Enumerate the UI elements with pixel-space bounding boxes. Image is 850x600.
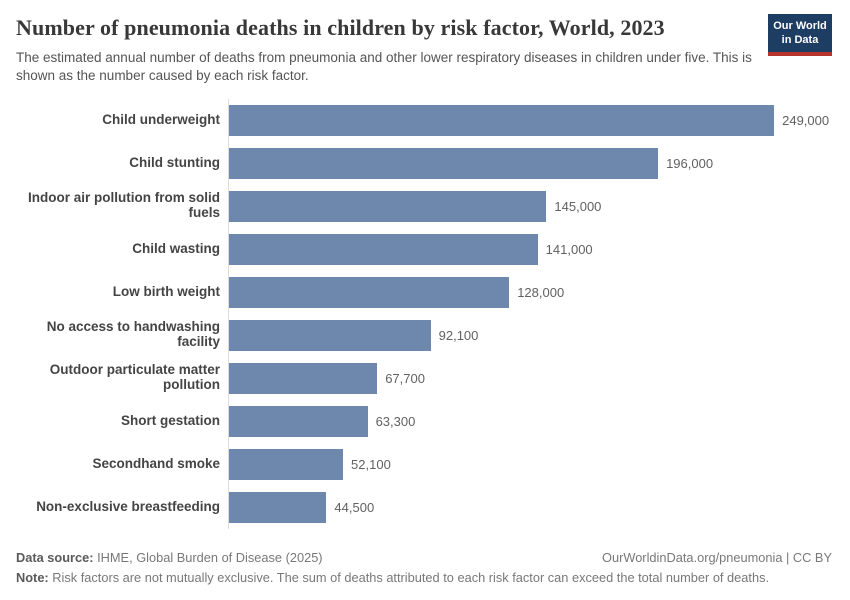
value-label: 44,500 bbox=[334, 499, 375, 515]
category-label: Child wasting bbox=[132, 240, 220, 256]
bar-track: 67,700 bbox=[228, 356, 832, 400]
footer-source-row: Data source: IHME, Global Burden of Dise… bbox=[16, 548, 832, 568]
bar[interactable] bbox=[229, 104, 775, 136]
bar[interactable] bbox=[229, 147, 659, 179]
value-label: 145,000 bbox=[554, 198, 602, 214]
note-label: Note: bbox=[16, 570, 49, 586]
data-source-text: IHME, Global Burden of Disease (2025) bbox=[97, 550, 323, 566]
owid-logo-box: Our World in Data bbox=[768, 14, 832, 56]
bar[interactable] bbox=[229, 233, 538, 265]
bar-row: Low birth weight 128,000 bbox=[16, 270, 832, 314]
note-text: Risk factors are not mutually exclusive.… bbox=[52, 570, 770, 586]
bar-track: 249,000 bbox=[228, 98, 832, 142]
bar-row: Short gestation 63,300 bbox=[16, 399, 832, 443]
bar-row: Outdoor particulate matter pollution 67,7… bbox=[16, 356, 832, 400]
chart-subtitle: The estimated annual number of deaths fr… bbox=[16, 49, 752, 84]
category-label: Indoor air pollution from solid fuels bbox=[28, 190, 220, 221]
bar-row: Child wasting 141,000 bbox=[16, 227, 832, 271]
bar-track: 145,000 bbox=[228, 184, 832, 228]
footer-note-row: Note: Risk factors are not mutually excl… bbox=[16, 568, 832, 588]
value-label: 52,100 bbox=[351, 456, 391, 472]
value-label: 141,000 bbox=[545, 241, 593, 257]
bar-track: 52,100 bbox=[228, 442, 832, 486]
bar[interactable] bbox=[229, 491, 327, 523]
bar-row: Secondhand smoke 52,100 bbox=[16, 442, 832, 486]
data-source: Data source: IHME, Global Burden of Dise… bbox=[16, 548, 323, 568]
bar-row: No access to handwashing facility 92,100 bbox=[16, 313, 832, 357]
bar-row: Child underweight 249,000 bbox=[16, 98, 832, 142]
bar[interactable] bbox=[229, 362, 378, 394]
header: Number of pneumonia deaths in children b… bbox=[16, 14, 832, 86]
bar-row: Child stunting 196,000 bbox=[16, 141, 832, 185]
bar-row: Indoor air pollution from solid fuels 145… bbox=[16, 184, 832, 228]
bar-track: 44,500 bbox=[228, 485, 832, 529]
category-label: Child underweight bbox=[102, 111, 220, 127]
value-label: 196,000 bbox=[666, 155, 714, 171]
category-label: Outdoor particulate matter pollution bbox=[49, 362, 220, 393]
bar-chart: Child underweight 249,000 Child stunting 19… bbox=[16, 98, 832, 529]
footer: Data source: IHME, Global Burden of Dise… bbox=[16, 548, 832, 588]
value-label: 63,300 bbox=[375, 413, 416, 429]
category-label: Low birth weight bbox=[112, 283, 220, 299]
credit-link[interactable]: OurWorldinData.org/pneumonia | CC BY bbox=[602, 550, 832, 566]
value-label: 67,700 bbox=[385, 370, 425, 386]
bar[interactable] bbox=[229, 276, 510, 308]
owid-logo[interactable]: Our World in Data bbox=[768, 14, 832, 56]
bar[interactable] bbox=[229, 405, 368, 437]
bar[interactable] bbox=[229, 448, 344, 480]
chart-title: Number of pneumonia deaths in children b… bbox=[16, 15, 665, 40]
bar[interactable] bbox=[229, 190, 547, 222]
bar[interactable] bbox=[229, 319, 431, 351]
bar-track: 63,300 bbox=[228, 399, 832, 443]
category-label: No access to handwashing facility bbox=[46, 319, 220, 350]
data-source-label: Data source: bbox=[16, 550, 94, 566]
bar-track: 196,000 bbox=[228, 141, 832, 185]
category-label: Short gestation bbox=[120, 412, 220, 428]
value-label: 249,000 bbox=[782, 112, 830, 128]
value-label: 92,100 bbox=[438, 327, 479, 343]
category-label: Secondhand smoke bbox=[92, 455, 220, 471]
bar-track: 92,100 bbox=[228, 313, 832, 357]
header-text: Number of pneumonia deaths in children b… bbox=[16, 14, 761, 86]
value-label: 128,000 bbox=[517, 284, 565, 300]
bar-row: Non-exclusive breastfeeding 44,500 bbox=[16, 485, 832, 529]
bar-track: 141,000 bbox=[228, 227, 832, 271]
category-label: Non-exclusive breastfeeding bbox=[36, 498, 220, 514]
category-label: Child stunting bbox=[129, 154, 220, 170]
owid-logo-line1: Our World bbox=[773, 20, 827, 32]
owid-logo-line2: in Data bbox=[781, 34, 819, 47]
bar-track: 128,000 bbox=[228, 270, 832, 314]
